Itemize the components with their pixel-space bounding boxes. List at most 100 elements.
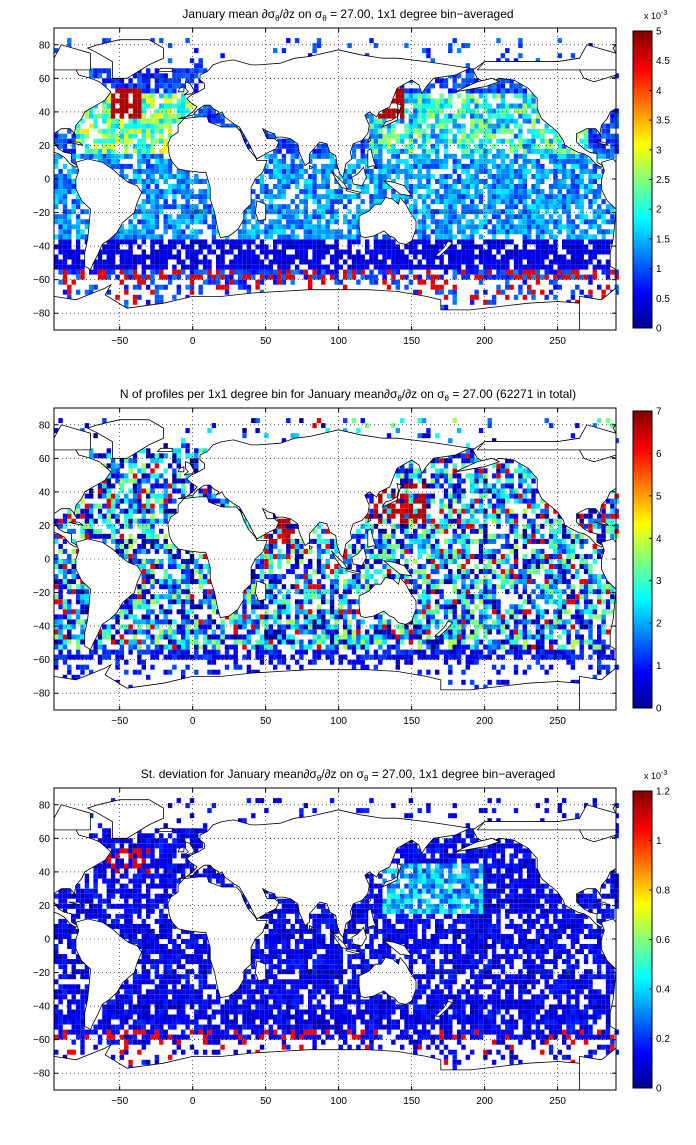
data-cell	[470, 295, 474, 300]
data-cell	[597, 244, 601, 249]
colorbar-tick-label: 1	[656, 264, 662, 275]
data-cell	[67, 209, 71, 214]
data-cell	[85, 134, 89, 139]
data-cell	[277, 265, 281, 270]
data-cell	[505, 559, 509, 564]
data-cell	[133, 129, 137, 134]
data-cell	[291, 280, 295, 285]
data-cell	[330, 635, 334, 640]
data-cell	[251, 250, 255, 255]
data-cell	[330, 589, 334, 594]
data-cell	[466, 599, 470, 604]
data-cell	[54, 255, 58, 260]
data-cell	[492, 229, 496, 234]
data-cell	[339, 280, 343, 285]
data-cell	[466, 194, 470, 199]
data-cell	[111, 244, 115, 249]
data-cell	[203, 594, 207, 599]
data-cell	[505, 680, 509, 685]
data-cell	[155, 650, 159, 655]
data-cell	[102, 134, 106, 139]
data-cell	[220, 270, 224, 275]
data-cell	[312, 174, 316, 179]
data-cell	[461, 614, 465, 619]
data-cell	[247, 270, 251, 275]
data-cell	[606, 609, 610, 614]
data-cell	[242, 609, 246, 614]
data-cell	[137, 619, 141, 624]
data-cell	[549, 655, 553, 660]
data-cell	[527, 619, 531, 624]
data-cell	[115, 650, 119, 655]
data-cell	[177, 630, 181, 635]
data-cell	[273, 194, 277, 199]
data-cell	[54, 184, 58, 189]
data-cell	[566, 184, 570, 189]
data-cell	[273, 154, 277, 159]
data-cell	[181, 670, 185, 675]
data-cell	[234, 650, 238, 655]
data-cell	[396, 285, 400, 290]
data-cell	[93, 73, 97, 78]
data-cell	[168, 579, 172, 584]
data-cell	[488, 584, 492, 589]
data-cell	[216, 670, 220, 675]
data-cell	[273, 609, 277, 614]
chart-title: January mean ∂σθ/∂z on σθ = 27.00, 1x1 d…	[182, 7, 513, 23]
y-tick-label: −60	[33, 275, 50, 286]
data-cell	[133, 265, 137, 270]
data-cell	[185, 199, 189, 204]
data-cell	[238, 280, 242, 285]
data-cell	[553, 204, 557, 209]
data-cell	[413, 129, 417, 134]
data-cell	[457, 645, 461, 650]
data-cell	[181, 234, 185, 239]
data-cell	[435, 104, 439, 109]
data-cell	[111, 250, 115, 255]
data-cell	[317, 614, 321, 619]
data-cell	[588, 609, 592, 614]
data-cell	[98, 655, 102, 660]
data-cell	[85, 154, 89, 159]
data-cell	[488, 209, 492, 214]
data-cell	[597, 665, 601, 670]
data-cell	[369, 250, 373, 255]
data-cell	[291, 624, 295, 629]
data-cell	[181, 559, 185, 564]
data-cell	[396, 635, 400, 640]
data-cell	[255, 265, 259, 270]
data-cell	[479, 149, 483, 154]
data-cell	[588, 614, 592, 619]
data-cell	[527, 275, 531, 280]
data-cell	[295, 554, 299, 559]
data-cell	[347, 169, 351, 174]
data-cell	[247, 655, 251, 660]
data-cell	[190, 189, 194, 194]
data-cell	[518, 38, 522, 43]
data-cell	[580, 154, 584, 159]
data-cell	[518, 645, 522, 650]
data-cell	[356, 250, 360, 255]
data-cell	[321, 640, 325, 645]
data-cell	[597, 229, 601, 234]
data-cell	[343, 270, 347, 275]
data-cell	[67, 239, 71, 244]
data-cell	[461, 234, 465, 239]
data-cell	[536, 270, 540, 275]
data-cell	[523, 139, 527, 144]
data-cell	[615, 144, 619, 149]
data-cell	[185, 275, 189, 280]
data-cell	[483, 609, 487, 614]
data-cell	[527, 559, 531, 564]
data-cell	[448, 154, 452, 159]
data-cell	[142, 93, 146, 98]
data-cell	[164, 199, 168, 204]
data-cell	[601, 609, 605, 614]
data-cell	[492, 174, 496, 179]
data-cell	[518, 574, 522, 579]
data-cell	[164, 93, 168, 98]
data-cell	[413, 93, 417, 98]
data-cell	[540, 584, 544, 589]
data-cell	[269, 189, 273, 194]
data-cell	[453, 204, 457, 209]
